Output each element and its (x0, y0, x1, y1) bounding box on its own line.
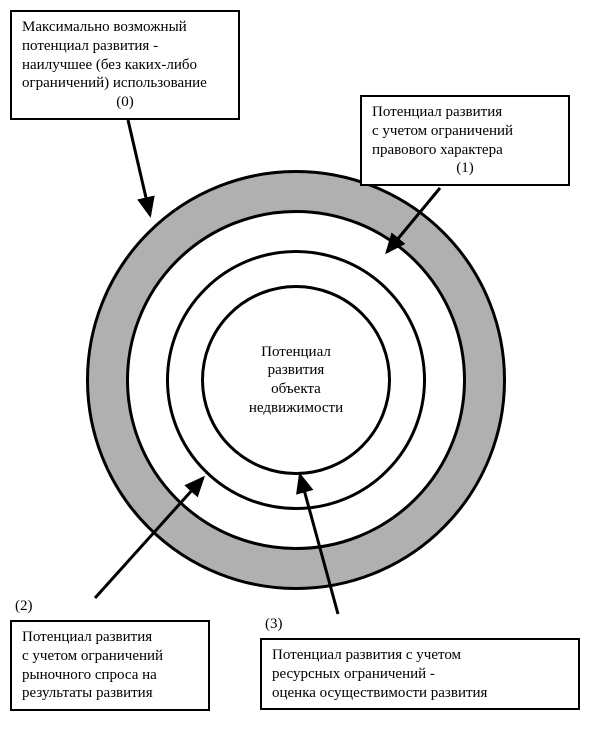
callout-top-right: Потенциал развитияс учетом ограниченийпр… (360, 95, 570, 186)
callout-line: Потенциал развития (22, 628, 198, 647)
callout-line: с учетом ограничений (372, 122, 558, 141)
arrow-bottom-right (300, 475, 338, 614)
callout-line: Максимально возможный (22, 18, 228, 37)
callout-number: (1) (372, 159, 558, 178)
callout-line: результаты развития (22, 684, 198, 703)
num-label-2: (2) (15, 598, 33, 615)
callout-line: Потенциал развития (372, 103, 558, 122)
callout-line: с учетом ограничений (22, 647, 198, 666)
center-label-line: объекта (271, 381, 321, 397)
num-label-3: (3) (265, 616, 283, 633)
diagram-canvas: Потенциал развития объекта недвижимости Мак… (0, 0, 593, 730)
callout-bottom-right: Потенциал развития с учетомресурсных огр… (260, 638, 580, 710)
callout-line: Потенциал развития с учетом (272, 646, 568, 665)
callout-line: оценка осуществимости развития (272, 684, 568, 703)
callout-top-left: Максимально возможныйпотенциал развития … (10, 10, 240, 120)
callout-line: ограничений) использование (22, 74, 228, 93)
center-label-line: Потенциал (261, 344, 331, 360)
callout-line: потенциал развития - (22, 37, 228, 56)
arrow-top-right (387, 188, 440, 252)
arrow-bottom-left (95, 478, 203, 598)
callout-bottom-left: Потенциал развитияс учетом ограниченийры… (10, 620, 210, 711)
arrow-top-left (128, 120, 150, 215)
callout-line: рыночного спроса на (22, 666, 198, 685)
center-label-line: недвижимости (249, 400, 343, 416)
callout-number: (0) (22, 93, 228, 112)
callout-line: ресурсных ограничений - (272, 665, 568, 684)
callout-line: наилучшее (без каких-либо (22, 56, 228, 75)
center-label-line: развития (268, 362, 325, 378)
callout-line: правового характера (372, 141, 558, 160)
center-label: Потенциал развития объекта недвижимости (211, 343, 381, 418)
